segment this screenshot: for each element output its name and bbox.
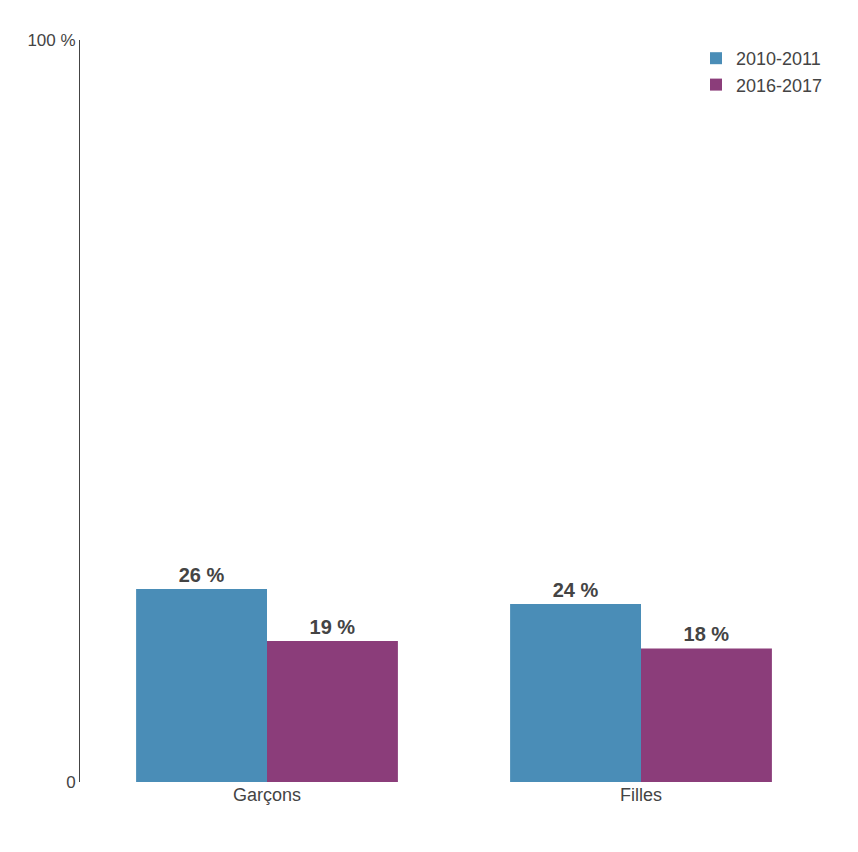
svg-text:18 %: 18 % [684,623,730,645]
svg-text:2010-2011: 2010-2011 [736,49,821,69]
svg-text:19 %: 19 % [310,616,356,638]
svg-text:Garçons: Garçons [233,785,301,805]
svg-text:100 %: 100 % [27,31,75,50]
svg-text:Filles: Filles [620,785,662,805]
svg-text:0: 0 [66,773,75,792]
svg-text:2016-2017: 2016-2017 [736,76,822,96]
svg-text:24 %: 24 % [553,579,599,601]
svg-text:26 %: 26 % [179,564,225,586]
